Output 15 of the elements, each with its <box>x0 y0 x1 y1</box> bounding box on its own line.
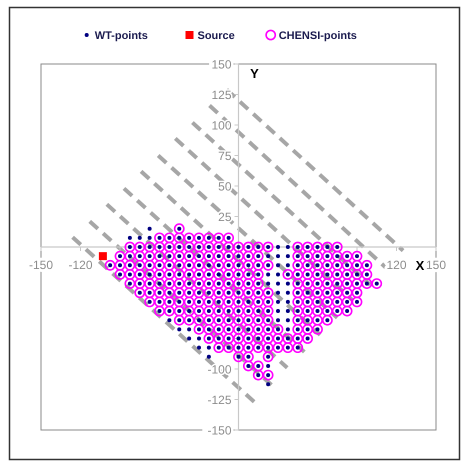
y-tick-label: 125 <box>211 88 232 102</box>
y-axis-title: Y <box>250 66 260 81</box>
x-tick-label: 120 <box>386 258 407 272</box>
legend-label: CHENSI-points <box>278 30 357 42</box>
y-tick-label: -125 <box>207 393 232 407</box>
y-tick-label: 50 <box>218 180 232 194</box>
y-tick-label: -150 <box>207 424 232 438</box>
y-tick-label: 100 <box>211 118 232 132</box>
y-tick-label: -100 <box>207 362 232 376</box>
y-tick-label: 150 <box>211 58 232 72</box>
legend-label: WT-points <box>94 30 148 42</box>
x-tick-label: -120 <box>68 258 93 272</box>
y-tick-label: 75 <box>218 149 232 163</box>
x-axis-title: X <box>416 258 425 273</box>
legend-label: Source <box>198 30 235 42</box>
